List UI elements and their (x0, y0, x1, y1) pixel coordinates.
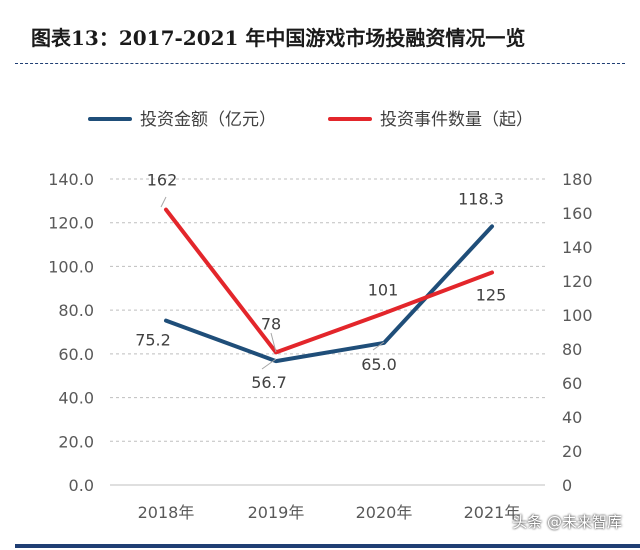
amount-data-label: 56.7 (251, 373, 287, 392)
y-left-tick-label: 40.0 (58, 389, 94, 408)
y-right-tick-label: 140 (562, 238, 593, 257)
watermark: 头条 @未来智库 (512, 513, 622, 531)
y-right-tick-label: 180 (562, 170, 593, 189)
label-leader-line (372, 341, 385, 351)
y-right-tick-label: 0 (562, 476, 572, 495)
y-left-tick-label: 80.0 (58, 301, 94, 320)
title-divider (15, 63, 625, 64)
x-tick-label: 2021年 (464, 503, 521, 522)
y-left-tick-label: 140.0 (48, 170, 94, 189)
x-tick-label: 2019年 (248, 503, 305, 522)
y-right-tick-label: 120 (562, 272, 593, 291)
y-right-tick-label: 40 (562, 408, 582, 427)
y-left-tick-label: 120.0 (48, 214, 94, 233)
amount-data-label: 118.3 (458, 189, 504, 208)
legend-label-count: 投资事件数量（起） (380, 110, 533, 130)
y-right-tick-label: 100 (562, 306, 593, 325)
label-leader-line (261, 358, 277, 370)
label-leader-line (160, 196, 167, 208)
y-left-tick-label: 100.0 (48, 257, 94, 276)
count-data-label: 78 (261, 314, 281, 333)
y-left-tick-label: 20.0 (58, 432, 94, 451)
count-data-label: 125 (476, 286, 507, 305)
amount-data-label: 65.0 (361, 355, 397, 374)
y-right-tick-label: 60 (562, 374, 582, 393)
bottom-bar (15, 544, 640, 548)
count-data-label: 162 (147, 171, 178, 190)
y-right-tick-label: 80 (562, 340, 582, 359)
y-left-tick-label: 0.0 (69, 476, 94, 495)
amount-data-label: 75.2 (135, 331, 171, 350)
y-right-tick-label: 160 (562, 204, 593, 223)
count-data-label: 101 (368, 280, 399, 299)
investment-count-line (164, 207, 494, 355)
y-right-tick-label: 20 (562, 442, 582, 461)
x-tick-label: 2020年 (356, 503, 413, 522)
legend-label-amount: 投资金额（亿元） (140, 110, 276, 130)
investment-amount-line (164, 224, 494, 364)
label-leader-line (270, 332, 277, 353)
chart-title: 图表13：2017-2021 年中国游戏市场投融资情况一览 (31, 26, 526, 50)
x-tick-label: 2018年 (138, 503, 195, 522)
y-left-tick-label: 60.0 (58, 345, 94, 364)
